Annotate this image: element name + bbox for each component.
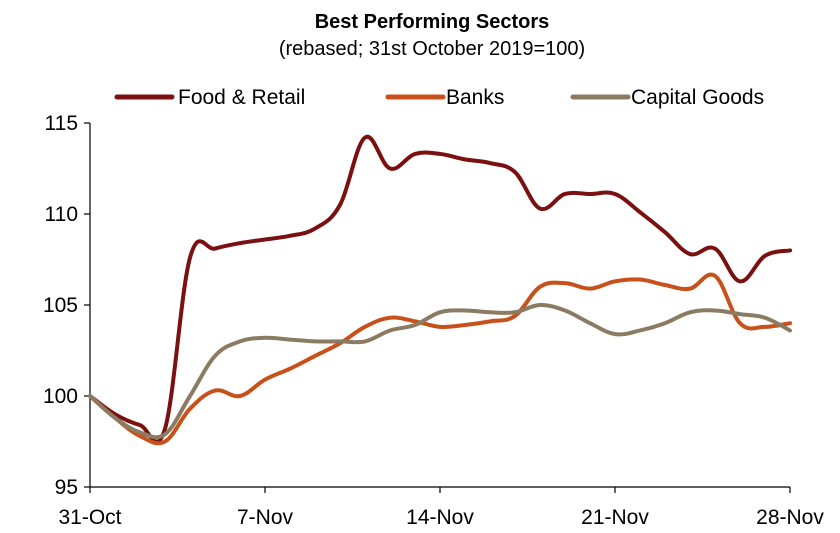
legend: Food & Retail Banks Capital Goods — [114, 86, 764, 109]
x-tick-label: 14-Nov — [406, 506, 474, 529]
y-tick-label: 115 — [45, 112, 78, 135]
chart-subtitle: (rebased; 31st October 2019=100) — [279, 38, 585, 60]
y-tick-label: 95 — [55, 476, 78, 499]
series-line-banks — [88, 272, 792, 446]
x-tick-label: 7-Nov — [237, 506, 294, 529]
y-tick-label: 110 — [45, 203, 78, 226]
legend-label-capital-goods: Capital Goods — [631, 86, 764, 109]
series-line-capital-goods — [88, 302, 792, 440]
y-tick-label: 100 — [43, 385, 78, 408]
y-tick-label: 105 — [43, 294, 78, 317]
x-tick-label: 28-Nov — [756, 506, 824, 529]
axes: 95 100 105 110 115 31-Oct 7-Nov 14-Nov 21-Nov 28-… — [43, 112, 824, 529]
x-tick-label: 21-Nov — [581, 506, 649, 529]
legend-label-banks: Banks — [446, 86, 504, 109]
legend-label-food-retail: Food & Retail — [178, 86, 305, 109]
chart-title: Best Performing Sectors — [315, 11, 550, 33]
x-tick-label: 31-Oct — [58, 506, 121, 529]
series-line-food-retail — [88, 134, 792, 444]
series-layer — [88, 134, 792, 446]
